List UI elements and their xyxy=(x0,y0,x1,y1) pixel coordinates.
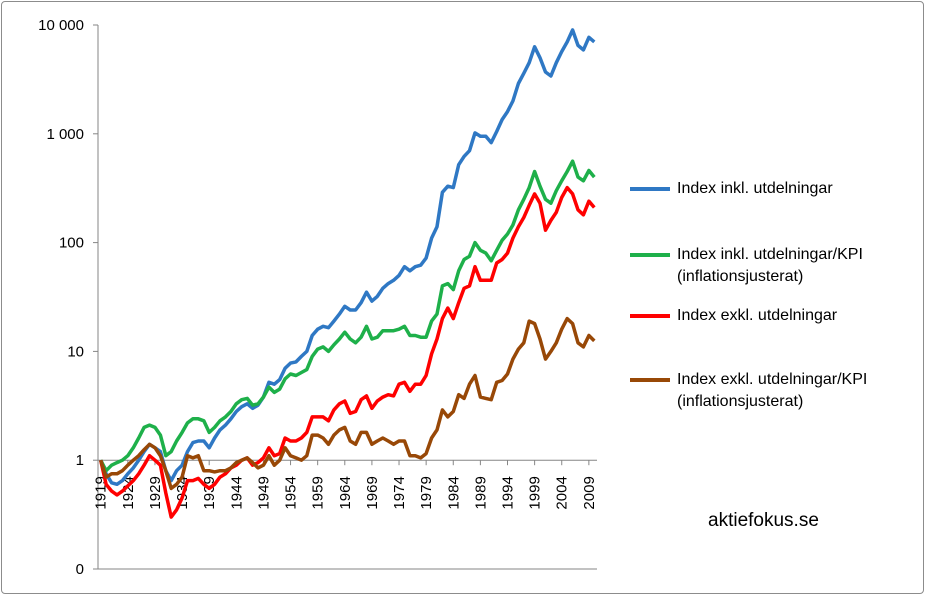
legend-label: Index inkl. utdelningar xyxy=(677,180,833,197)
x-tick-label: 2004 xyxy=(554,476,571,509)
x-tick-label: 2009 xyxy=(581,476,598,509)
series-line xyxy=(99,28,596,487)
y-tick-label: 10 000 xyxy=(38,17,84,34)
legend-swatch xyxy=(630,314,670,318)
x-tick-label: 1984 xyxy=(445,476,462,509)
x-tick-label: 1954 xyxy=(283,476,300,509)
x-tick-label: 1949 xyxy=(255,476,272,509)
legend-swatch xyxy=(630,187,670,191)
x-tick-label: 1969 xyxy=(364,476,381,509)
y-tick-label: 0 xyxy=(76,561,84,578)
legend-swatch xyxy=(630,253,670,257)
y-tick-label: 100 xyxy=(59,235,84,252)
x-tick-label: 1999 xyxy=(527,476,544,509)
series-line xyxy=(99,316,596,491)
x-tick-label: 1924 xyxy=(120,476,137,509)
legend-label: Index exkl. utdelningar xyxy=(677,307,838,324)
x-tick-label: 1989 xyxy=(472,476,489,509)
y-tick-label: 10 xyxy=(67,343,84,360)
x-tick-label: 1994 xyxy=(500,476,517,509)
x-tick-label: 1929 xyxy=(147,476,164,509)
x-tick-label: 1959 xyxy=(310,476,327,509)
x-tick-label: 1964 xyxy=(337,476,354,509)
series-line xyxy=(99,159,596,473)
x-tick-label: 1944 xyxy=(228,476,245,509)
y-tick-label: 1 xyxy=(76,452,84,469)
legend-label: Index inkl. utdelningar/KPI (inflationsj… xyxy=(677,246,863,285)
y-tick-label: 1 000 xyxy=(46,126,84,143)
x-tick-label: 1974 xyxy=(391,476,408,509)
annotation: aktiefokus.se xyxy=(708,510,819,531)
legend-swatch xyxy=(630,378,670,382)
series-line xyxy=(98,185,596,519)
x-tick-label: 1979 xyxy=(418,476,435,509)
legend-label: Index exkl. utdelningar/KPI (inflationsj… xyxy=(677,371,868,410)
